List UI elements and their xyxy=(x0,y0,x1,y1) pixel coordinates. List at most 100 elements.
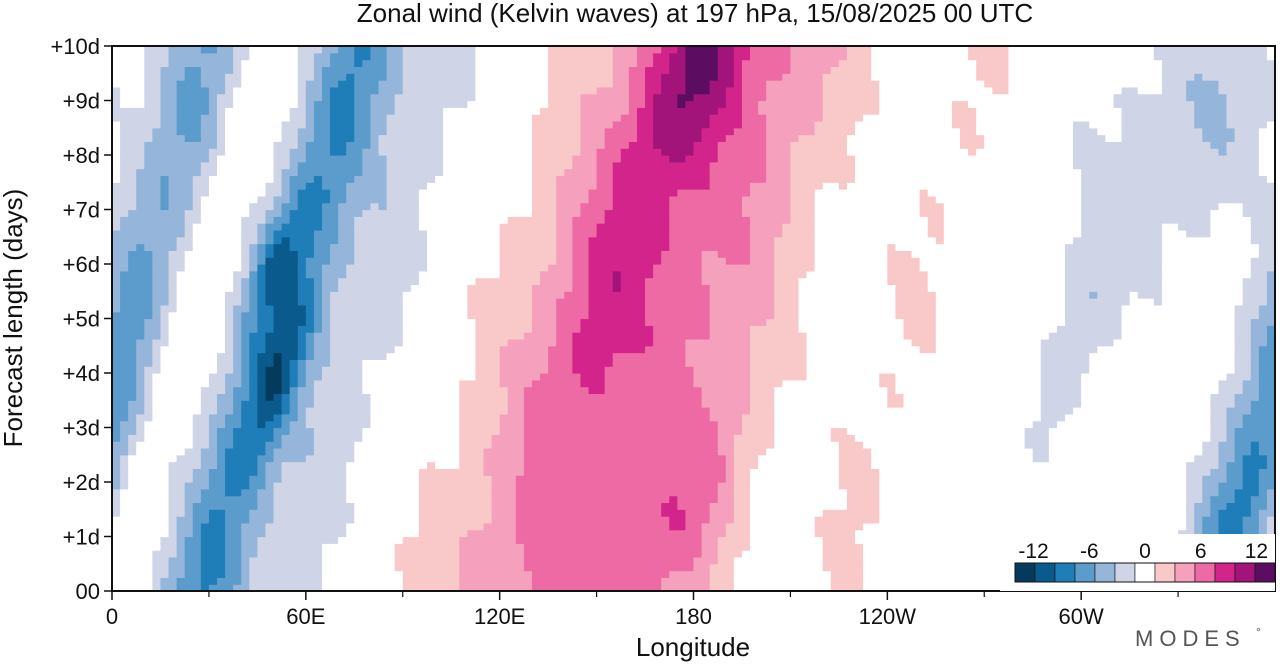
contour-cell xyxy=(200,325,210,333)
contour-cell xyxy=(426,168,436,177)
contour-cell xyxy=(531,168,541,177)
contour-cell xyxy=(467,86,477,95)
contour-cell xyxy=(200,243,210,251)
contour-cell xyxy=(338,127,347,136)
contour-cell xyxy=(556,59,565,68)
contour-cell xyxy=(596,134,606,142)
contour-cell xyxy=(281,338,291,347)
contour-cell xyxy=(265,277,275,286)
contour-cell xyxy=(297,80,307,88)
contour-cell xyxy=(289,257,299,265)
contour-cell xyxy=(459,114,468,122)
contour-cell xyxy=(233,427,242,435)
contour-cell xyxy=(402,345,412,354)
contour-cell xyxy=(386,454,396,463)
contour-cell xyxy=(136,468,145,476)
contour-cell xyxy=(515,475,525,483)
contour-cell xyxy=(572,338,582,347)
contour-cell xyxy=(386,529,396,538)
contour-cell xyxy=(354,366,363,374)
contour-cell xyxy=(426,304,436,313)
contour-cell xyxy=(176,407,186,415)
contour-cell xyxy=(612,509,622,517)
contour-cell xyxy=(604,468,614,476)
contour-cell xyxy=(305,475,315,483)
contour-cell xyxy=(475,441,485,449)
contour-cell xyxy=(467,209,477,217)
contour-cell xyxy=(540,148,549,156)
contour-cell xyxy=(265,250,275,258)
contour-cell xyxy=(362,270,372,279)
contour-cell xyxy=(604,107,614,115)
contour-cell xyxy=(346,250,355,258)
contour-cell xyxy=(330,379,339,388)
contour-cell xyxy=(249,420,258,429)
contour-cell xyxy=(136,488,145,497)
contour-cell xyxy=(556,468,565,476)
contour-cell xyxy=(386,148,396,156)
contour-cell xyxy=(572,366,582,374)
contour-cell xyxy=(338,148,347,156)
contour-cell xyxy=(152,454,162,463)
contour-cell xyxy=(564,584,573,592)
contour-cell xyxy=(225,59,234,68)
contour-cell xyxy=(265,488,275,497)
contour-cell xyxy=(200,202,210,211)
contour-cell xyxy=(330,352,339,360)
contour-cell xyxy=(346,59,355,68)
contour-cell xyxy=(273,556,283,565)
contour-cell xyxy=(540,529,549,538)
contour-cell xyxy=(483,420,493,429)
contour-cell xyxy=(604,332,614,340)
contour-cell xyxy=(176,495,186,504)
contour-cell xyxy=(192,229,202,238)
contour-cell xyxy=(507,264,517,272)
contour-cell xyxy=(249,345,258,354)
contour-cell xyxy=(176,475,186,483)
contour-cell xyxy=(378,543,388,551)
contour-cell xyxy=(281,182,291,190)
contour-cell xyxy=(249,447,258,456)
contour-cell xyxy=(120,454,129,463)
contour-cell xyxy=(572,482,582,490)
contour-cell xyxy=(515,59,525,68)
contour-cell xyxy=(200,100,210,108)
contour-cell xyxy=(531,529,541,538)
contour-cell xyxy=(192,236,202,245)
contour-cell xyxy=(515,400,525,408)
contour-cell xyxy=(136,584,145,592)
contour-cell xyxy=(128,441,137,449)
contour-cell xyxy=(249,134,258,142)
contour-cell xyxy=(273,155,283,163)
contour-cell xyxy=(233,189,242,197)
contour-cell xyxy=(572,120,582,129)
contour-cell xyxy=(443,447,452,456)
contour-cell xyxy=(540,373,549,381)
contour-cell xyxy=(176,522,186,531)
contour-cell xyxy=(426,80,436,88)
contour-cell xyxy=(467,236,477,245)
contour-cell xyxy=(483,509,493,517)
contour-cell xyxy=(499,461,509,469)
contour-cell xyxy=(225,148,234,156)
contour-cell xyxy=(467,556,477,565)
contour-cell xyxy=(580,516,590,524)
contour-cell xyxy=(305,46,315,54)
contour-cell xyxy=(564,100,573,108)
contour-cell xyxy=(273,270,283,279)
contour-cell xyxy=(443,250,452,258)
contour-cell xyxy=(128,216,137,224)
contour-cell xyxy=(426,420,436,429)
contour-cell xyxy=(281,482,291,490)
contour-cell xyxy=(273,563,283,572)
contour-cell xyxy=(120,488,129,497)
contour-cell xyxy=(410,495,420,504)
contour-cell xyxy=(265,441,275,449)
contour-cell xyxy=(200,311,210,320)
contour-cell xyxy=(402,46,412,54)
contour-cell xyxy=(216,352,226,360)
contour-cell xyxy=(354,325,363,333)
contour-cell xyxy=(580,379,590,388)
contour-cell xyxy=(612,434,622,442)
contour-cell xyxy=(168,175,178,183)
